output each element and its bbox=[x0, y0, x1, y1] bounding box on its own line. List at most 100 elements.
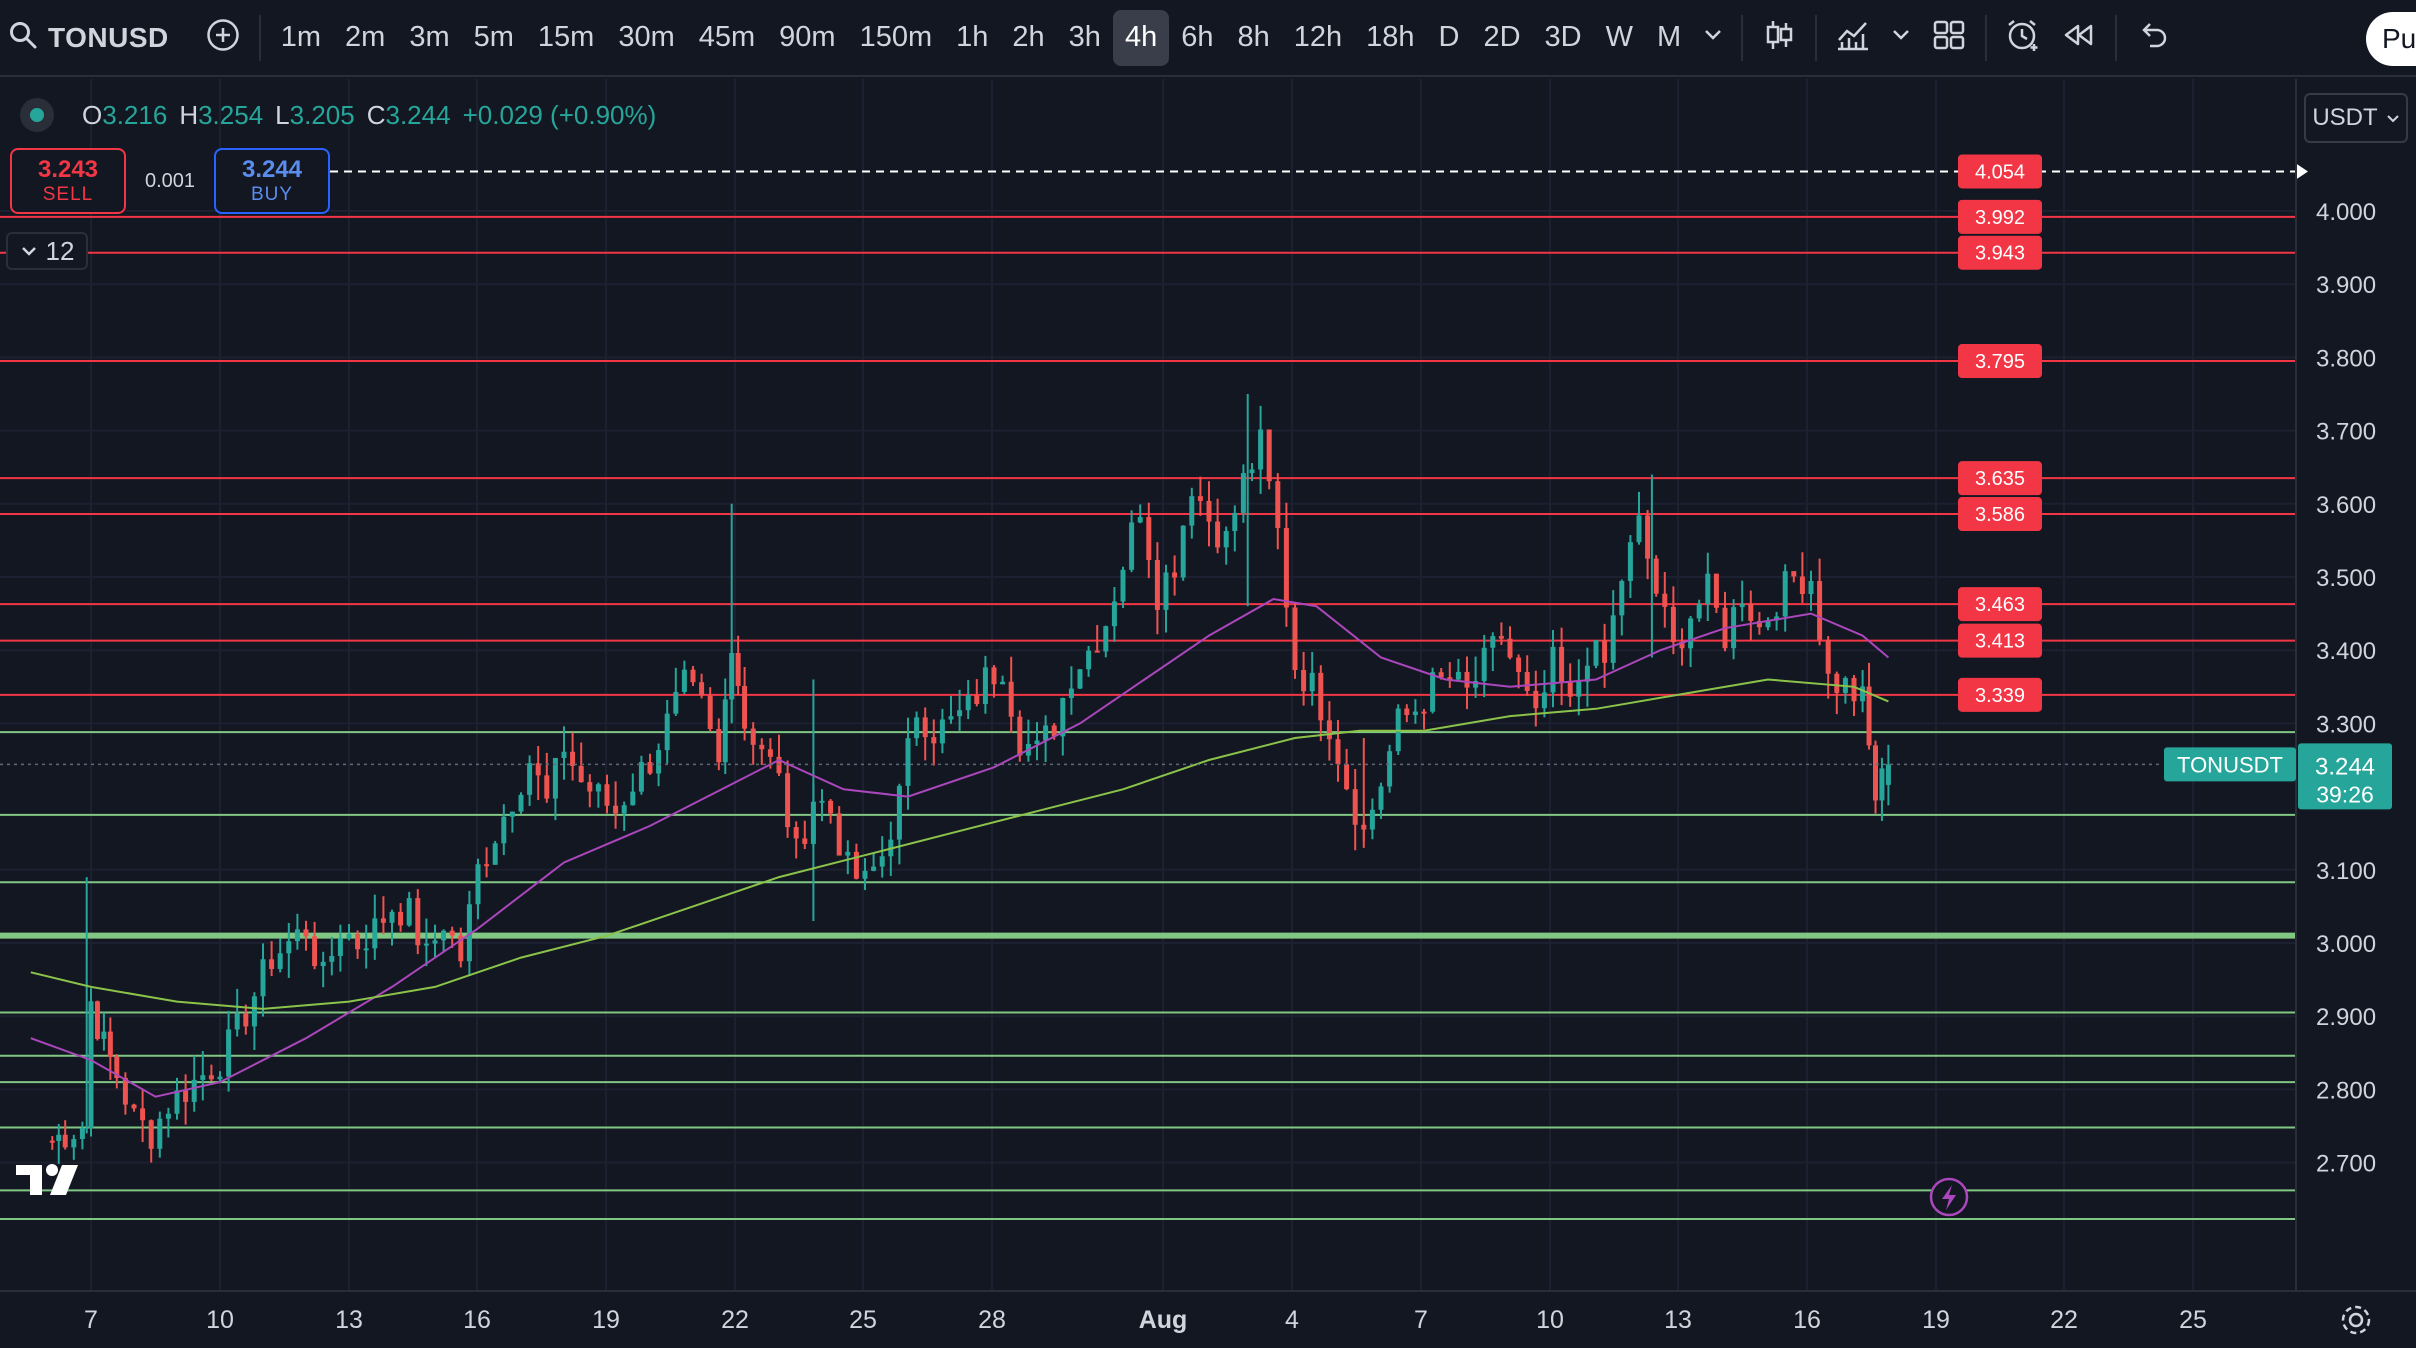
logo-part bbox=[46, 1164, 58, 1176]
candle-down bbox=[107, 1031, 113, 1057]
candle-up bbox=[1627, 542, 1633, 581]
toolbar-divider bbox=[1741, 14, 1744, 61]
candle-up bbox=[1550, 646, 1556, 693]
candle-down bbox=[1516, 657, 1522, 673]
indicators-collapse-button[interactable]: 12 bbox=[6, 232, 88, 270]
price-chart[interactable]: 4.054 3.992 3.943 3.795 3.635 3.586 3.463 3.413… bbox=[0, 79, 2416, 1348]
timeframe-1m[interactable]: 1m bbox=[280, 21, 322, 53]
candle-up bbox=[1541, 692, 1547, 709]
candle-up bbox=[1774, 616, 1780, 621]
timeframe-D[interactable]: D bbox=[1438, 21, 1460, 53]
timeframe-2h[interactable]: 2h bbox=[1012, 21, 1045, 53]
candle-up bbox=[88, 1001, 94, 1129]
candle-down bbox=[836, 813, 842, 856]
logo-part bbox=[16, 1165, 42, 1175]
timeframe-6h[interactable]: 6h bbox=[1181, 21, 1214, 53]
candle-up bbox=[722, 699, 728, 763]
candle-up bbox=[363, 948, 369, 951]
date-tick-label: 10 bbox=[1536, 1306, 1564, 1334]
sell-button[interactable]: 3.243 SELL bbox=[10, 148, 126, 214]
candle-up bbox=[1111, 601, 1117, 627]
timeframe-90m[interactable]: 90m bbox=[779, 21, 836, 53]
timeframe-2D[interactable]: 2D bbox=[1483, 21, 1521, 53]
chart-type-button[interactable] bbox=[1751, 10, 1807, 66]
layout-button[interactable] bbox=[1921, 10, 1977, 66]
candle-down bbox=[570, 751, 576, 766]
timeframe-30m[interactable]: 30m bbox=[618, 21, 675, 53]
candle-up bbox=[1309, 672, 1315, 692]
candle-down bbox=[484, 864, 490, 867]
chart-settings-button[interactable] bbox=[2336, 1300, 2376, 1340]
currency-select[interactable]: USDT bbox=[2304, 93, 2408, 143]
candle-down bbox=[1206, 500, 1212, 522]
timeframe-4h[interactable]: 4h bbox=[1112, 9, 1170, 66]
timeframe-18h[interactable]: 18h bbox=[1366, 21, 1415, 53]
resistance-label: 3.943 bbox=[1975, 243, 2025, 265]
candle-down bbox=[1464, 671, 1470, 688]
candle-down bbox=[1094, 650, 1100, 653]
timeframe-1h[interactable]: 1h bbox=[956, 21, 989, 53]
timeframe-3m[interactable]: 3m bbox=[409, 21, 450, 53]
candle-up bbox=[552, 757, 558, 799]
date-axis-bar[interactable] bbox=[0, 1290, 2416, 1348]
candle-down bbox=[243, 1013, 249, 1027]
publish-button[interactable]: Pu bbox=[2366, 12, 2416, 66]
timeframe-12h[interactable]: 12h bbox=[1293, 21, 1343, 53]
candle-up bbox=[1086, 650, 1092, 670]
candle-up bbox=[501, 816, 507, 844]
date-tick-label: 13 bbox=[335, 1306, 363, 1334]
plus-circle-icon bbox=[206, 18, 240, 57]
candle-up bbox=[1885, 764, 1891, 785]
timeframe-15m[interactable]: 15m bbox=[537, 21, 595, 53]
add-symbol-button[interactable] bbox=[195, 10, 251, 66]
candle-up bbox=[1765, 620, 1771, 628]
candle-down bbox=[828, 800, 834, 814]
candle-up bbox=[561, 751, 567, 758]
date-tick-label: 16 bbox=[463, 1306, 491, 1334]
buy-button[interactable]: 3.244 BUY bbox=[214, 148, 330, 214]
candle-up bbox=[638, 762, 644, 792]
indicators-button[interactable] bbox=[1825, 10, 1881, 66]
timeframe-5m[interactable]: 5m bbox=[473, 21, 514, 53]
candle-up bbox=[101, 1031, 107, 1039]
candle-down bbox=[613, 805, 619, 814]
candle-up bbox=[1077, 669, 1083, 689]
timeframe-M[interactable]: M bbox=[1657, 21, 1682, 53]
replay-button[interactable] bbox=[2051, 10, 2107, 66]
candle-down bbox=[1834, 673, 1840, 693]
timeframe-45m[interactable]: 45m bbox=[698, 21, 756, 53]
timeframe-8h[interactable]: 8h bbox=[1237, 21, 1270, 53]
resistance-label-box bbox=[1958, 587, 2042, 622]
timeframe-150m[interactable]: 150m bbox=[859, 21, 933, 53]
candle-down bbox=[1866, 686, 1872, 746]
candle-up bbox=[845, 851, 851, 856]
visibility-toggle[interactable] bbox=[20, 98, 54, 132]
timeframe-3D[interactable]: 3D bbox=[1544, 21, 1582, 53]
candle-up bbox=[896, 785, 902, 840]
spread-value: 0.001 bbox=[144, 169, 196, 192]
timeframe-3h[interactable]: 3h bbox=[1068, 21, 1101, 53]
alert-button[interactable] bbox=[1995, 10, 2051, 66]
timeframe-2m[interactable]: 2m bbox=[345, 21, 386, 53]
indicators-dropdown[interactable] bbox=[1881, 10, 1921, 66]
sell-price: 3.243 bbox=[37, 156, 99, 183]
candle-up bbox=[1232, 512, 1238, 532]
candle-up bbox=[157, 1118, 163, 1149]
symbol-search[interactable]: TONUSD bbox=[0, 0, 169, 75]
candle-down bbox=[922, 717, 928, 738]
undo-button[interactable] bbox=[2125, 10, 2181, 66]
date-tick-label: 25 bbox=[849, 1306, 877, 1334]
candle-down bbox=[1447, 677, 1453, 680]
change-value: +0.029 (+0.90%) bbox=[462, 99, 657, 130]
candle-up bbox=[432, 940, 438, 944]
candle-up bbox=[595, 784, 601, 792]
candle-down bbox=[1748, 603, 1754, 621]
timeframe-dropdown[interactable] bbox=[1693, 10, 1733, 66]
candle-up bbox=[948, 716, 954, 720]
candles-icon bbox=[1762, 18, 1796, 57]
timeframe-W[interactable]: W bbox=[1605, 21, 1633, 53]
price-tick-label: 3.400 bbox=[2316, 638, 2376, 665]
candle-down bbox=[690, 669, 696, 683]
candle-up bbox=[1808, 581, 1814, 595]
chart-canvas[interactable]: 4.054 3.992 3.943 3.795 3.635 3.586 3.463 3.413… bbox=[0, 79, 2416, 1348]
